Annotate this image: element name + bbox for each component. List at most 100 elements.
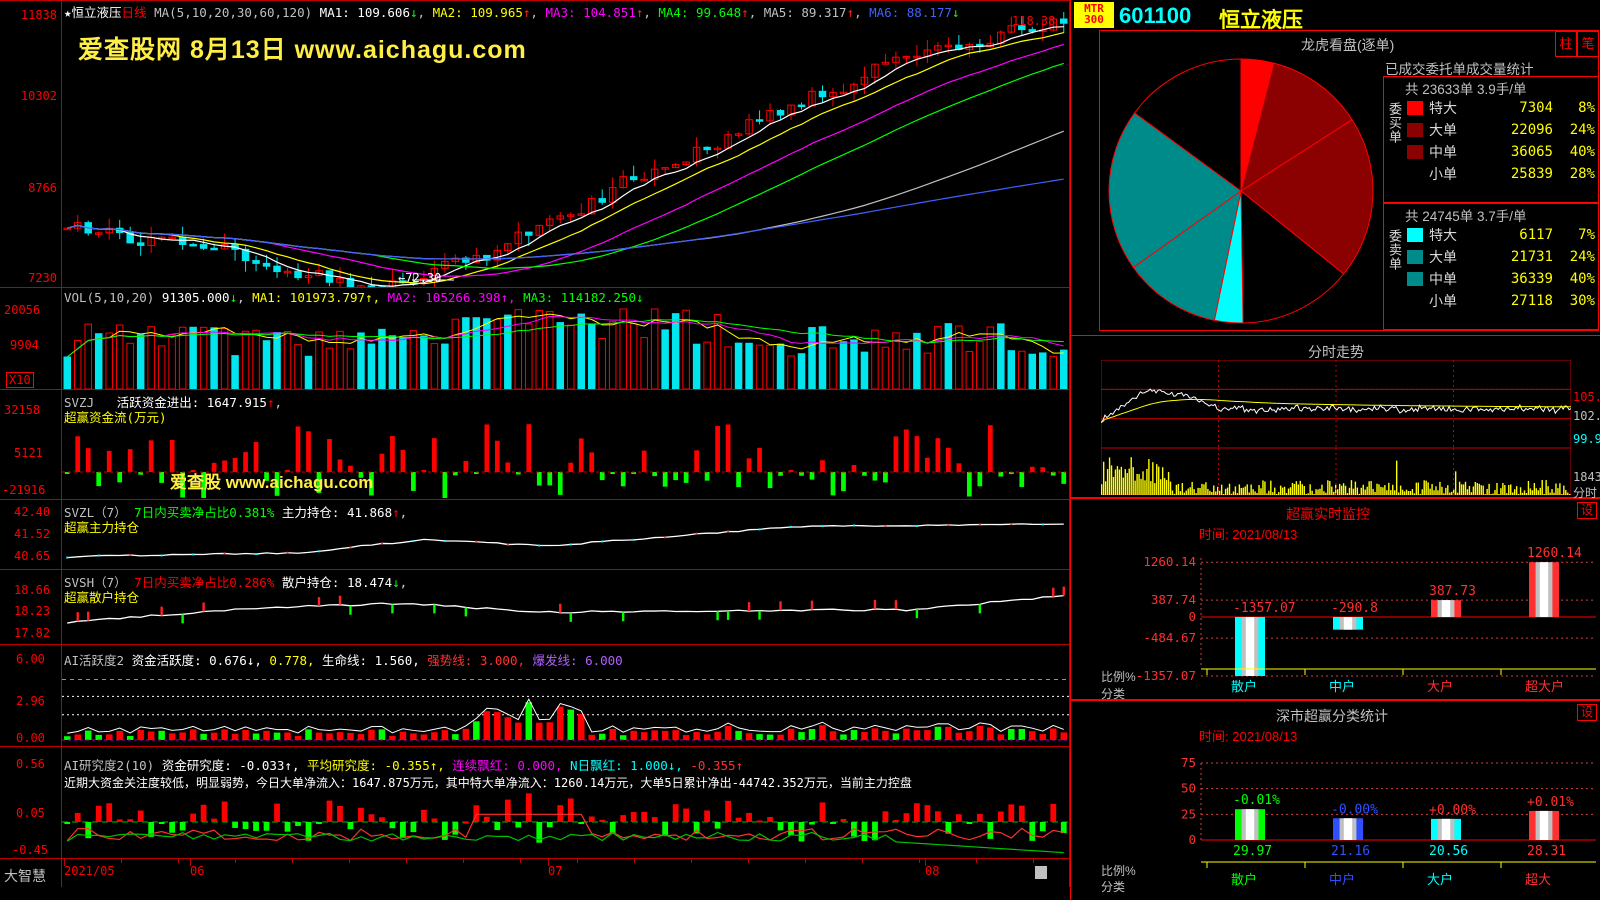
ma-arrow-2: ↑ <box>522 5 531 20</box>
svsh-holding-label: 散户持仓: <box>281 575 340 590</box>
classify-settings-button[interactable]: 设 <box>1577 704 1598 721</box>
main-chart-pane: ★恒立液压日线 MA(5,10,20,30,60,120) MA1: 109.6… <box>0 0 1070 887</box>
classify-stats-chart: 75 50 25 0 -0.01% 29.97 散户 -0.00% 21.16 中户 +0.00% 2… <box>1181 755 1596 887</box>
tab-bi[interactable]: 笔 <box>1577 31 1599 57</box>
divider <box>0 499 1070 500</box>
ma-label-6: MA6: 88.177 <box>861 5 952 20</box>
time-minor-tick <box>691 858 692 863</box>
buy-row-count-3: 25839 <box>1510 166 1553 182</box>
buy-row-swatch-cell <box>1405 141 1427 163</box>
sell-summary: 共 24745单 3.7手/单 <box>1405 209 1527 224</box>
volume-value: 91305.000 <box>161 290 230 305</box>
table-row: 小单 27118 30% <box>1405 290 1597 312</box>
sell-row-color-swatch-0 <box>1407 228 1423 242</box>
low-price-tag: ←72.30 <box>398 271 442 285</box>
buy-row-pct-2: 40% <box>1569 144 1595 160</box>
minute-chart-title: 分时走势 <box>1308 344 1364 360</box>
minute-chart-panel <box>1071 335 1600 498</box>
aiyj-axis-bottom: -0.45 <box>12 843 49 857</box>
vol-ma-2: MA2: 105266.398↑, <box>380 290 516 305</box>
time-minor-tick <box>463 858 464 863</box>
price-axis-tick-3: 7230 <box>28 271 57 285</box>
realtime-settings-button[interactable]: 设 <box>1577 502 1598 519</box>
buy-row-name-1: 大单 <box>1429 123 1457 139</box>
table-row: 大单 21731 24% <box>1405 246 1597 268</box>
realtime-time-label: 时间: <box>1199 527 1229 542</box>
svzj-label: 活跃资金进出: <box>116 395 200 410</box>
category-label-3: 超大 <box>1525 872 1551 887</box>
svzj-axis-top: 32158 <box>4 403 41 417</box>
sell-row-name-2: 中单 <box>1429 272 1457 288</box>
bar-value-label-0: 29.97 <box>1233 844 1272 859</box>
time-minor-tick <box>862 858 863 863</box>
price-axis-tick-2: 8766 <box>28 181 57 195</box>
ai-yanjiu-commentary: 近期大资金关注度较低，明显弱势，今日大单净流入：1647.875万元，其中特大单… <box>64 776 912 790</box>
ai-yanjiu-header: AI研究度2(10) 资金研究度: -0.033↑, 平均研究度: -0.355… <box>64 755 743 774</box>
category-label-2: 大户 <box>1427 679 1453 694</box>
mtr-badge: MTR 300 <box>1074 2 1114 28</box>
time-gridline-3 <box>925 858 926 866</box>
y-tick-label: -484.67 <box>1143 630 1196 645</box>
time-minor-tick <box>292 858 293 863</box>
classify-stats-title: 深市超赢分类统计 <box>1276 708 1388 724</box>
sell-row-name-1: 大单 <box>1429 250 1457 266</box>
volume-ma-list: MA1: 101973.797↑, MA2: 105266.398↑, MA3:… <box>252 290 643 305</box>
side-panel: MTR 300 601100 恒立液压 龙虎看盘(逐单) 柱 笔 已成交委托单成… <box>1070 0 1600 900</box>
sell-row-name-3: 小单 <box>1429 294 1457 310</box>
svzj-header: SVZJ 活跃资金进出: 1647.915↑, <box>64 395 283 410</box>
table-row: 中单 36339 40% <box>1405 268 1597 290</box>
category-label-0: 散户 <box>1231 679 1257 694</box>
buy-row-pct-0: 8% <box>1578 100 1595 116</box>
stock-name: 恒立液压 <box>71 5 122 20</box>
time-tick-1: 06 <box>190 864 205 878</box>
volume-panel-header: VOL(5,10,20) 91305.000↓, MA1: 101973.797… <box>64 290 644 305</box>
ma-arrow-5: ↑ <box>846 5 855 20</box>
stock-code[interactable]: 601100 <box>1119 3 1192 28</box>
svzl-code: SVZL（7） <box>64 505 127 520</box>
svzj-value: 1647.915 <box>206 395 267 410</box>
buy-row-count-1: 22096 <box>1510 122 1553 138</box>
classify-time-label: 时间: <box>1199 729 1229 744</box>
pie-slice-3 <box>1240 189 1345 324</box>
ma-formula: MA(5,10,20,30,60,120) <box>154 5 313 20</box>
pie-slice-2 <box>1240 119 1374 275</box>
pie-slice-1 <box>1240 62 1353 193</box>
lock-icon[interactable] <box>1035 866 1047 879</box>
tab-bi-label: 笔 <box>1581 36 1595 51</box>
bar-value-label-1: 21.16 <box>1331 844 1370 859</box>
vol-ma-3: MA3: 114182.250↓ <box>515 290 644 305</box>
candlestick-chart <box>63 12 1068 287</box>
kline-header: ★恒立液压日线 MA(5,10,20,30,60,120) MA1: 109.6… <box>64 2 959 21</box>
time-tick-2: 07 <box>548 864 563 878</box>
buy-row-count-2: 36065 <box>1510 144 1553 160</box>
category-label-0: 散户 <box>1231 872 1257 887</box>
bar-value-label-3: 28.31 <box>1527 844 1566 859</box>
svzl-subtitle: 超赢主力持仓 <box>64 520 140 535</box>
sell-row-count-2: 36339 <box>1510 271 1553 287</box>
ma-item-6: MA6: 88.177↓ <box>861 5 959 20</box>
brand-label: 大智慧 <box>4 868 46 884</box>
volume-scale-badge[interactable]: X10 <box>6 372 34 388</box>
sell-row-swatch-cell <box>1405 246 1427 268</box>
ma-item-5: MA5: 89.317↑, <box>756 5 862 20</box>
tab-zhu-label: 柱 <box>1559 36 1573 51</box>
ai-huoyue-chart <box>62 679 1069 741</box>
y-tick-label: 25 <box>1181 806 1196 821</box>
time-minor-tick <box>805 858 806 863</box>
time-minor-tick <box>919 858 920 863</box>
time-gridline-1 <box>190 858 191 866</box>
bar-data-label-1: -0.00% <box>1331 802 1378 817</box>
category-label-3: 超大户 <box>1525 679 1564 694</box>
time-minor-tick <box>634 858 635 863</box>
svzl-axis-mid: 41.52 <box>14 527 51 541</box>
period-label[interactable]: 日线 <box>121 5 147 20</box>
high-price-tag: 118.38 <box>1012 14 1056 28</box>
classify-time: 时间: 2021/08/13 <box>1199 726 1297 745</box>
ai-huoyue-item-1: 资金活跃度: 0.676↓, <box>131 653 262 668</box>
stock-title[interactable]: 恒立液压 <box>1219 9 1303 32</box>
tab-zhu[interactable]: 柱 <box>1555 31 1577 57</box>
aihy-axis-top: 6.00 <box>16 652 45 666</box>
divider <box>0 746 1070 747</box>
classify-ylabel: 比例% <box>1101 864 1136 878</box>
sell-row-count-0: 6117 <box>1519 227 1553 243</box>
